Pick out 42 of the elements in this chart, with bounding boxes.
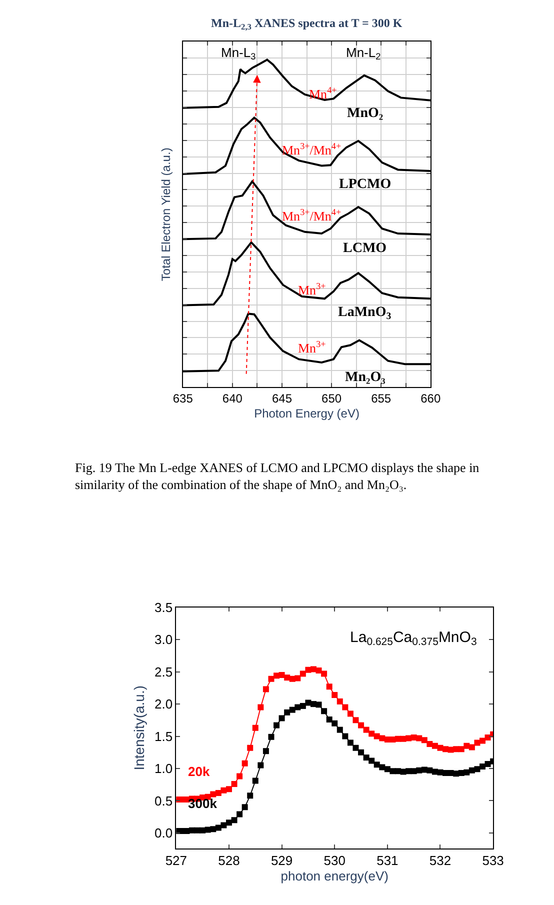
x-tick-label: 531 bbox=[376, 853, 398, 868]
x-tick-label: 650 bbox=[322, 391, 342, 406]
y-tick-label: 2.0 bbox=[154, 696, 173, 712]
annotation: Mn-L$_{2}$ bbox=[346, 45, 381, 62]
y-tick-label: 1.5 bbox=[154, 728, 173, 744]
y-tick-label: 0.0 bbox=[154, 826, 173, 841]
y-tick-label: 3.0 bbox=[154, 632, 173, 648]
x-tick-label: 528 bbox=[218, 853, 240, 868]
annotation: Mn$^{3+}$ bbox=[298, 281, 326, 298]
y-tick-label: 0.5 bbox=[154, 793, 173, 808]
x-tick-label: 640 bbox=[222, 391, 243, 406]
series-label: Mn₂O₃ bbox=[345, 370, 386, 385]
series-label: 20k bbox=[188, 764, 210, 779]
annotation: Mn$^{3+}$ bbox=[298, 339, 326, 356]
series-label: LaMnO$_{3}$ bbox=[338, 305, 392, 322]
x-tick-label: 530 bbox=[324, 853, 346, 868]
x-tick-label: 655 bbox=[371, 391, 392, 406]
series-label: LPCMO bbox=[339, 177, 392, 192]
x-axis-title: Photon Energy (eV) bbox=[254, 406, 360, 420]
x-tick-label: 660 bbox=[420, 391, 441, 406]
y-axis-title: Total Electron Yield (a.u.) bbox=[159, 148, 174, 282]
x-tick-label: 533 bbox=[482, 853, 504, 868]
chart-title: Mn-L$_{2,3}$ XANES spectra at T = 300 K bbox=[211, 16, 403, 32]
x-tick-label: 635 bbox=[172, 391, 194, 406]
annotation: La$_{0.625}$Ca$_{0.375}$MnO$_{3}$ bbox=[350, 629, 477, 648]
x-tick-label: 645 bbox=[272, 391, 292, 406]
series-label: 300k bbox=[188, 796, 218, 811]
series-label: LCMO bbox=[343, 241, 387, 256]
y-tick-label: 2.5 bbox=[154, 664, 173, 680]
annotation: Mn$^{4+}$ bbox=[309, 85, 337, 102]
x-tick-label: 529 bbox=[270, 853, 293, 868]
x-tick-label: 527 bbox=[165, 853, 188, 868]
y-tick-label: 3.5 bbox=[154, 600, 173, 615]
y-tick-label: 1.0 bbox=[154, 761, 173, 776]
annotation: Mn-L$_{3}$ bbox=[221, 45, 256, 62]
x-axis-title: photon energy(eV) bbox=[280, 868, 388, 884]
annotation: Mn$^{3+}$/Mn$^{4+}$ bbox=[282, 141, 342, 158]
x-tick-label: 532 bbox=[429, 853, 452, 868]
y-axis-title: Intensity(a.u.) bbox=[131, 685, 148, 770]
series-label: MnO₂ bbox=[347, 106, 384, 121]
caption: Fig. 19 The Mn L-edge XANES of LCMO and LPCMO displays the shape in similarity of the combination of the shape of MnO₂ and Mn₂O₃. bbox=[75, 460, 480, 492]
annotation: Mn$^{3+}$/Mn$^{4+}$ bbox=[282, 207, 342, 224]
